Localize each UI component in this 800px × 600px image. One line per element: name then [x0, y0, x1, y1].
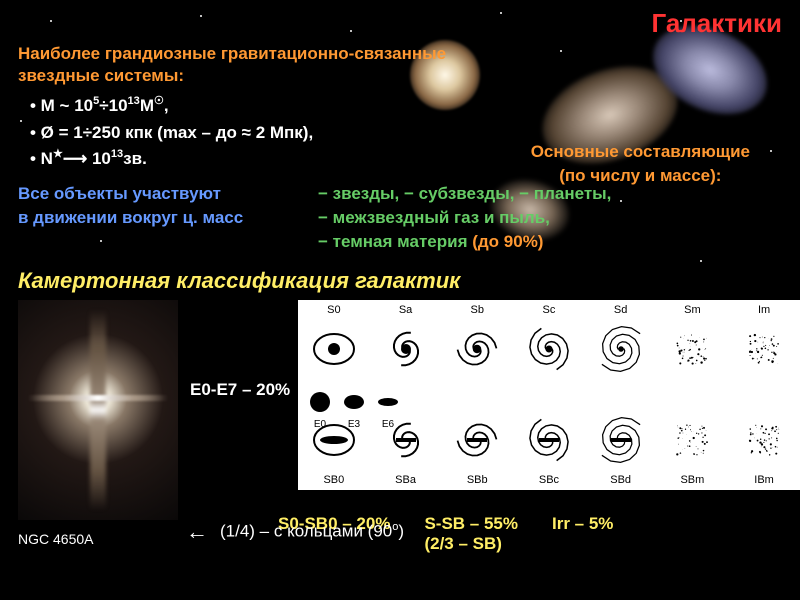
hubble-label: S0 [304, 304, 364, 316]
galaxy-icon [304, 413, 364, 468]
galaxy-icon [662, 322, 722, 377]
galaxy-icon [734, 322, 794, 377]
hubble-label: Im [734, 304, 794, 316]
elliptical-pct: E0-E7 – 20% [190, 380, 290, 400]
galaxy-icon [447, 413, 507, 468]
hubble-label: IBm [734, 474, 794, 486]
s-pct: S-SB – 55%(2/3 – SB) [424, 514, 518, 555]
hubble-label: Sc [519, 304, 579, 316]
components-heading: Основные составляющие (по числу и массе)… [531, 140, 750, 188]
galaxy-icon [519, 322, 579, 377]
page-title: Галактики [18, 8, 782, 39]
galaxy-icon [734, 413, 794, 468]
galaxy-icon [519, 413, 579, 468]
hubble-label: SBc [519, 474, 579, 486]
hubble-label: SBd [591, 474, 651, 486]
intro-text: Наиболее грандиозные гравитационно-связа… [18, 43, 782, 87]
hubble-label: SBb [447, 474, 507, 486]
galaxy-icon [447, 322, 507, 377]
hubble-label: Sb [447, 304, 507, 316]
rings-note: ← (1/4) – с кольцами (90o) [186, 519, 404, 545]
irr-pct: Irr – 5% [552, 514, 613, 534]
galaxy-icon [591, 413, 651, 468]
motion-text: Все объекты участвуют в движении вокруг … [18, 182, 318, 253]
ngc-image [18, 300, 178, 520]
galaxy-icon [376, 322, 436, 377]
hubble-label: Sm [662, 304, 722, 316]
components-list: − звезды, − субзвезды, − планеты, − межз… [318, 182, 782, 253]
tuning-fork-title: Камертонная классификация галактик [18, 268, 782, 294]
ngc-label: NGC 4650A [18, 531, 93, 547]
galaxy-icon [591, 322, 651, 377]
hubble-label: Sa [376, 304, 436, 316]
galaxy-icon [376, 413, 436, 468]
hubble-label: Sd [591, 304, 651, 316]
hubble-label: SBm [662, 474, 722, 486]
hubble-label: SBa [376, 474, 436, 486]
galaxy-icon [662, 413, 722, 468]
hubble-label: SB0 [304, 474, 364, 486]
hubble-tuning-fork-chart: S0SaSbScSdSmIm E0E3E6 SB0SBaSBbSBcSBdSBm… [298, 300, 800, 490]
galaxy-icon [304, 322, 364, 377]
